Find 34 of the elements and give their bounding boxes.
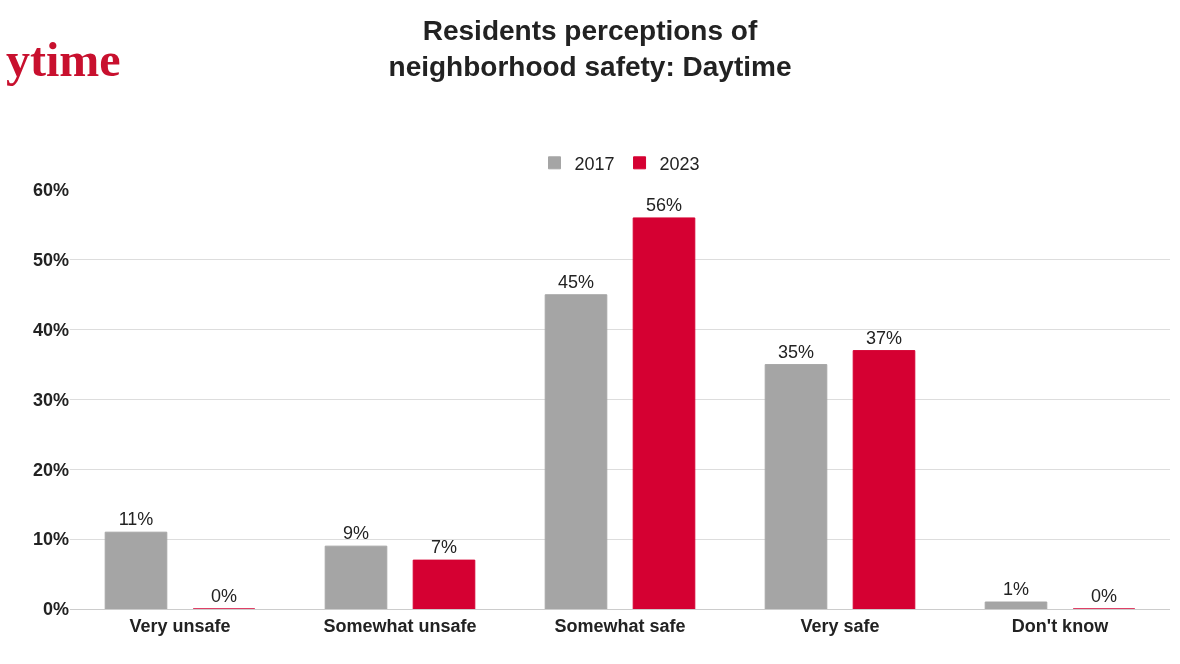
x-tick-label: Somewhat unsafe [323, 615, 477, 636]
bar [544, 294, 608, 609]
chart-title: Residents perceptions of neighborhood safety: Daytime [388, 14, 792, 83]
y-tick-label: 10% [32, 529, 69, 550]
bar [632, 217, 696, 609]
data-label: 9% [342, 523, 370, 544]
data-label: 35% [777, 341, 815, 362]
y-tick-label: 50% [32, 250, 69, 271]
data-label: 37% [865, 327, 903, 348]
data-label: 7% [430, 537, 458, 558]
bar [412, 559, 476, 609]
bar [852, 350, 916, 609]
y-tick-label: 0% [42, 599, 69, 620]
bar [324, 545, 388, 609]
text: ytime [6, 33, 121, 86]
x-tick-label: Don't know [1011, 615, 1110, 636]
data-label: 0% [1090, 586, 1118, 606]
y-tick-label: 20% [32, 459, 69, 480]
data-label: 1% [1002, 579, 1030, 600]
x-tick-label: Very safe [800, 615, 880, 636]
legend-label: 2017 [574, 153, 615, 174]
bar [764, 364, 828, 609]
bar [984, 601, 1048, 609]
data-label: 56% [645, 194, 683, 215]
y-tick-label: 40% [32, 319, 69, 340]
legend-label: 2023 [659, 153, 700, 174]
bar [104, 531, 168, 609]
x-tick-label: Somewhat safe [554, 615, 686, 636]
x-tick-label: Very unsafe [129, 615, 231, 636]
data-label: 0% [210, 586, 238, 606]
y-tick-label: 60% [32, 180, 69, 201]
data-label: 11% [118, 509, 154, 530]
data-label: 45% [557, 271, 595, 292]
y-tick-label: 30% [32, 389, 69, 410]
